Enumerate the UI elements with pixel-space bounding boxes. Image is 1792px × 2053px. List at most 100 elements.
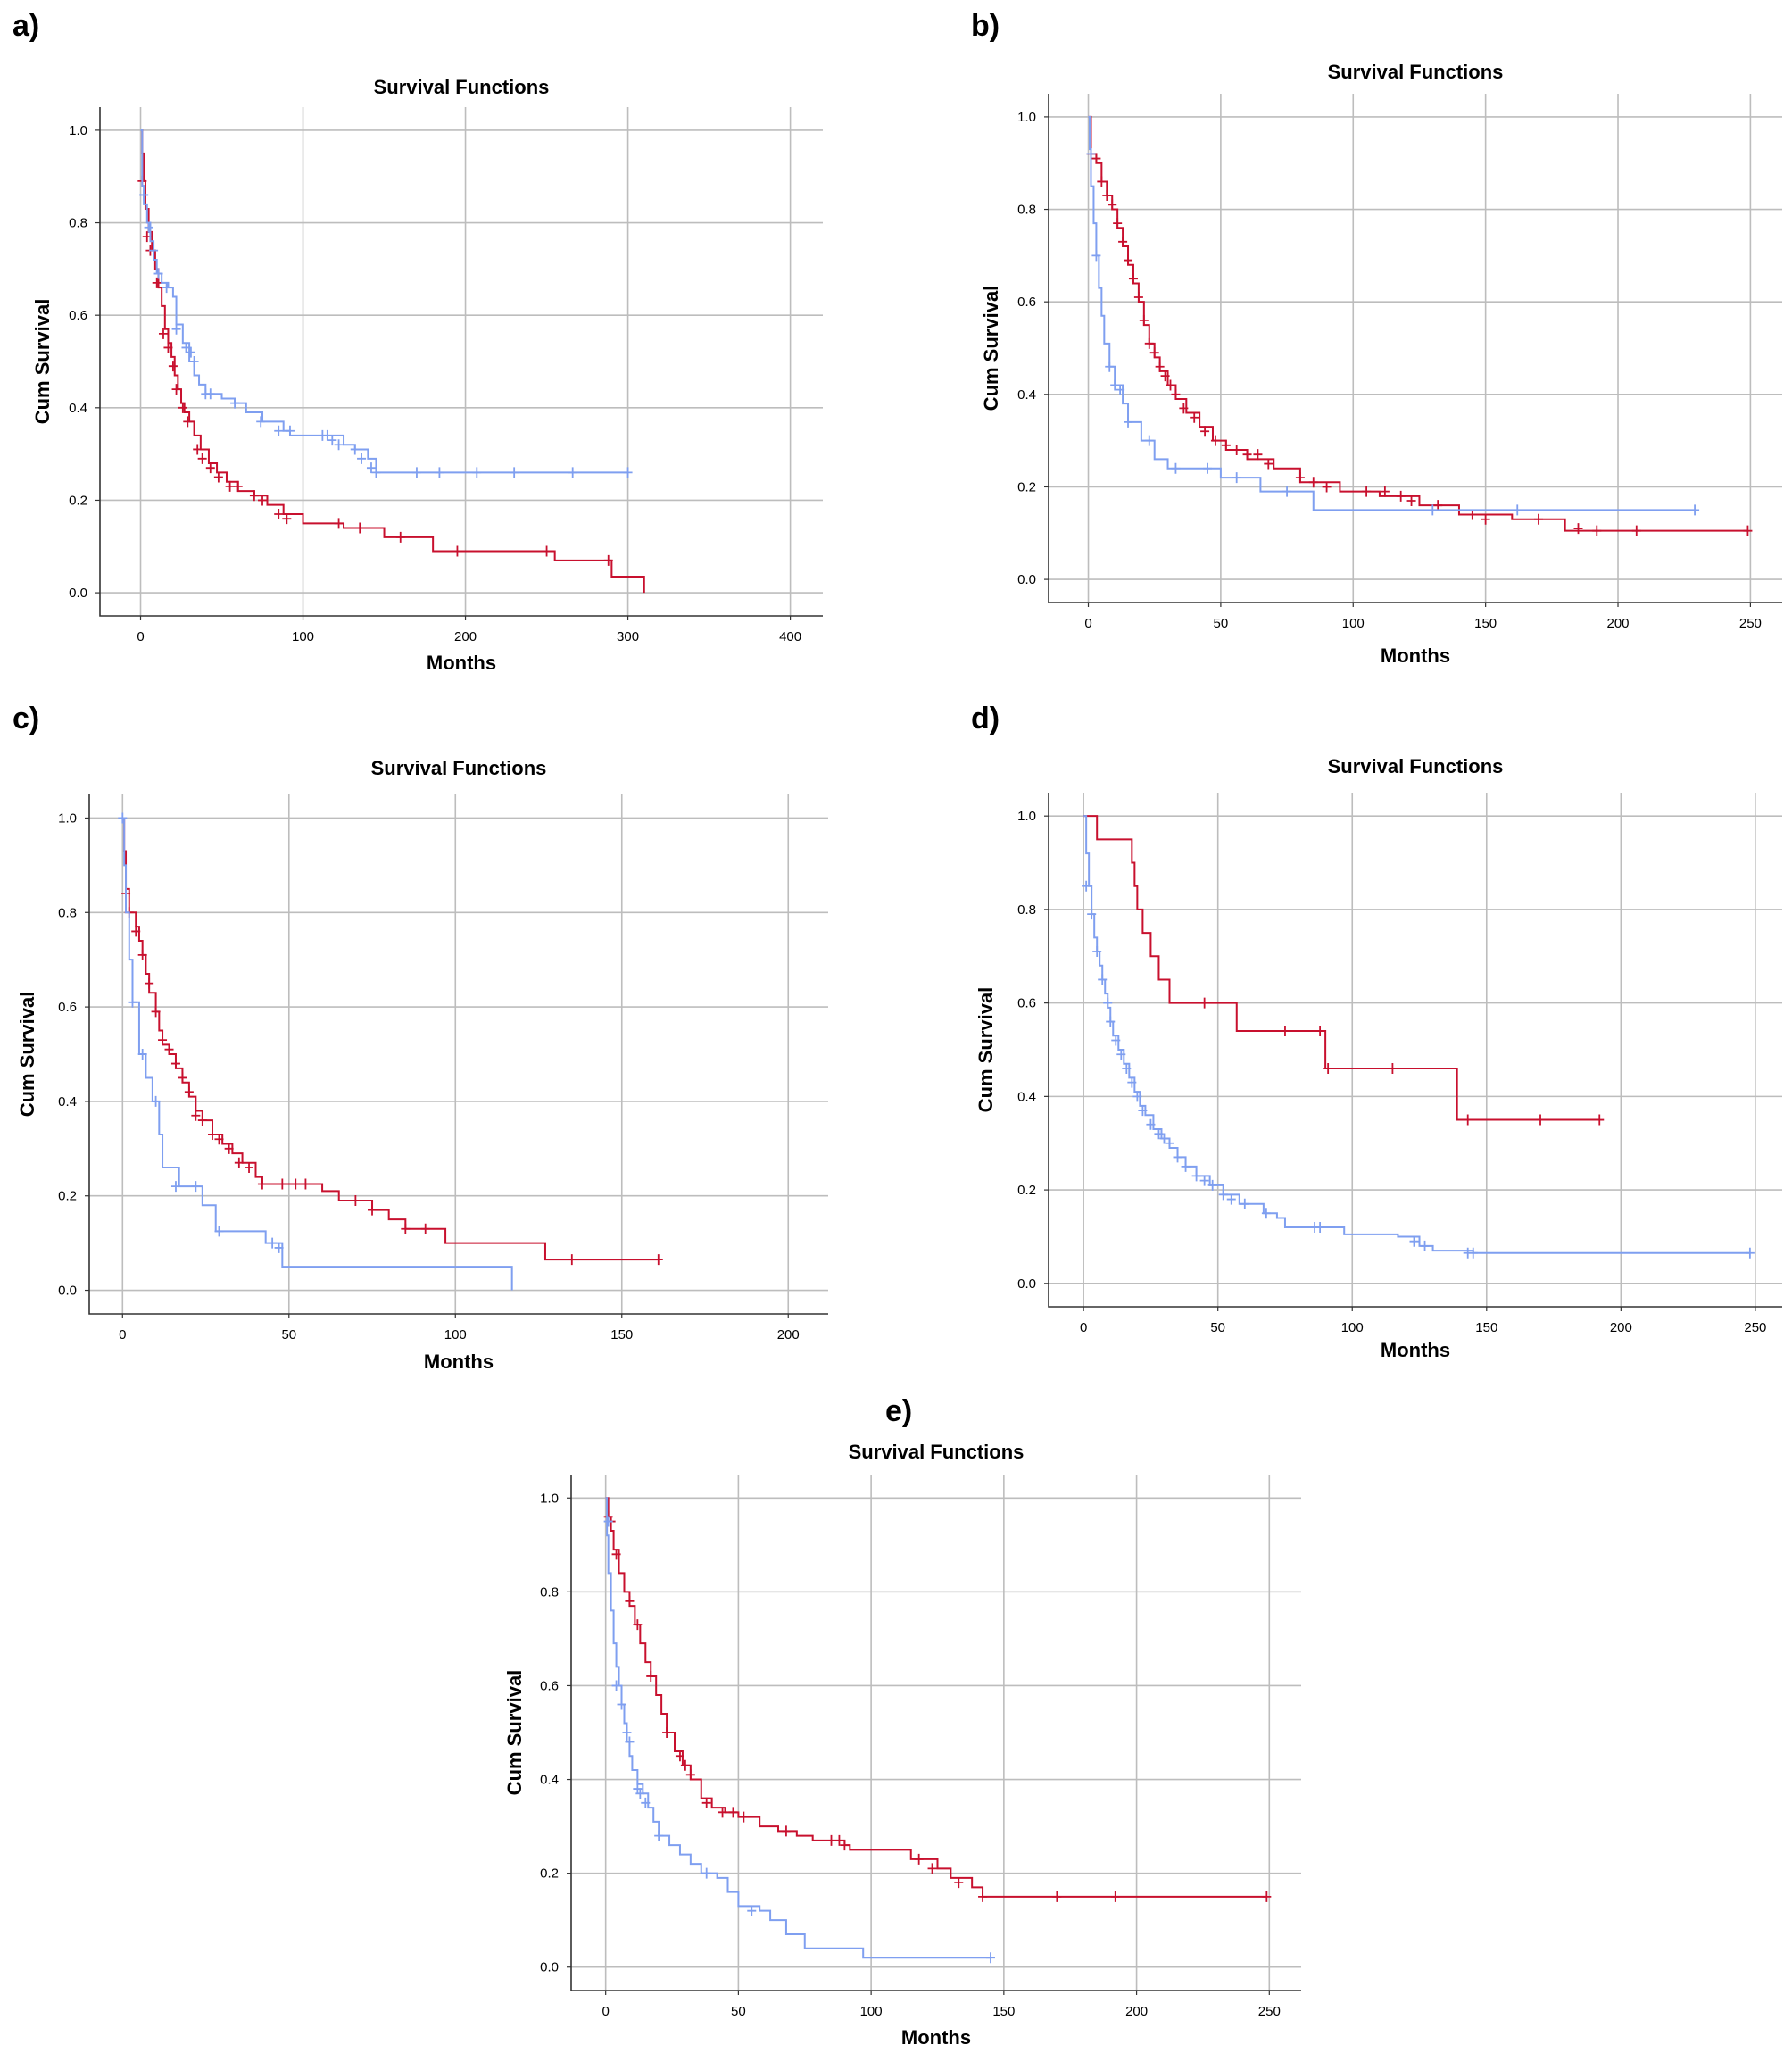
censor-mark-red xyxy=(1110,1891,1120,1902)
y-tick-label: 0.8 xyxy=(1017,902,1036,918)
censor-mark-red xyxy=(1433,500,1443,511)
censor-mark-red xyxy=(145,977,154,989)
y-axis-label: Cum Survival xyxy=(503,1670,526,1796)
censor-mark-blue xyxy=(1105,361,1115,372)
censor-mark-red xyxy=(191,1110,201,1121)
censor-mark-red xyxy=(718,1807,727,1818)
y-tick-label: 0.0 xyxy=(1017,572,1036,587)
censor-mark-blue xyxy=(153,268,163,279)
x-tick-label: 200 xyxy=(777,1327,800,1342)
censor-mark-blue xyxy=(701,1867,711,1879)
x-tick-label: 200 xyxy=(1606,616,1629,631)
y-tick-label: 0.4 xyxy=(58,1094,77,1110)
censor-mark-blue xyxy=(1203,462,1213,474)
censor-mark-blue xyxy=(623,467,633,478)
censor-mark-red xyxy=(137,949,147,960)
censor-mark-red xyxy=(197,453,207,464)
censor-mark-red xyxy=(291,1178,301,1190)
y-tick-label: 0.4 xyxy=(69,401,87,416)
censor-mark-blue xyxy=(285,425,295,436)
censor-mark-blue xyxy=(214,1226,224,1237)
censor-mark-red xyxy=(1128,273,1138,285)
x-tick-label: 0 xyxy=(137,629,144,644)
censor-mark-red xyxy=(225,480,235,492)
censor-mark-red xyxy=(1592,525,1602,536)
censor-mark-red xyxy=(131,926,141,937)
censor-mark-red xyxy=(334,518,344,529)
censor-mark-red xyxy=(1144,337,1154,349)
y-tick-label: 0.8 xyxy=(540,1584,559,1600)
censor-mark-red xyxy=(224,1143,234,1154)
x-tick-label: 150 xyxy=(1474,616,1497,631)
censor-mark-blue xyxy=(1173,1151,1182,1163)
censor-mark-blue xyxy=(472,467,482,478)
y-tick-label: 0.0 xyxy=(1017,1276,1036,1292)
censor-mark-red xyxy=(278,1178,287,1190)
censor-mark-red xyxy=(1481,513,1490,525)
censor-mark-red xyxy=(1171,388,1181,400)
x-tick-label: 0 xyxy=(119,1327,126,1342)
censor-mark-red xyxy=(927,1863,937,1874)
censor-mark-red xyxy=(1166,379,1175,391)
y-tick-label: 1.0 xyxy=(69,123,87,138)
chart-title: Survival Functions xyxy=(1328,61,1504,83)
censor-mark-blue xyxy=(191,1181,201,1193)
chart-title: Survival Functions xyxy=(374,76,550,98)
survival-curve-red xyxy=(122,817,659,1261)
censor-mark-red xyxy=(395,531,405,543)
y-tick-label: 0.6 xyxy=(1017,295,1036,310)
censor-mark-red xyxy=(685,1769,695,1781)
censor-mark-blue xyxy=(1098,974,1108,985)
censor-mark-blue xyxy=(1181,1160,1191,1172)
censor-mark-blue xyxy=(189,356,199,367)
y-tick-label: 0.4 xyxy=(1017,387,1036,403)
censor-mark-red xyxy=(258,495,268,506)
censor-mark-red xyxy=(178,1072,187,1084)
censor-mark-blue xyxy=(181,342,191,353)
survival-curve-blue xyxy=(1083,815,1750,1254)
censor-mark-red xyxy=(675,1750,684,1762)
x-tick-label: 200 xyxy=(1125,2004,1148,2019)
axes-frame xyxy=(570,1475,1301,1991)
censor-mark-blue xyxy=(1165,1137,1174,1149)
censor-mark-blue xyxy=(128,996,137,1008)
axes-frame xyxy=(1048,94,1782,603)
censor-mark-red xyxy=(1295,472,1305,484)
censor-mark-blue xyxy=(357,453,367,464)
x-tick-label: 100 xyxy=(1341,1320,1364,1335)
censor-mark-red xyxy=(1264,458,1273,470)
censor-mark-red xyxy=(1160,370,1170,382)
censor-mark-blue xyxy=(256,416,266,428)
censor-mark-blue xyxy=(334,439,344,451)
x-tick-label: 50 xyxy=(1214,616,1229,631)
censor-mark-red xyxy=(739,1811,749,1823)
censor-mark-blue xyxy=(1315,1221,1325,1233)
censor-mark-red xyxy=(163,342,173,353)
x-tick-label: 250 xyxy=(1739,616,1762,631)
y-axis-label: Cum Survival xyxy=(31,299,54,425)
censor-mark-blue xyxy=(1124,416,1133,428)
censor-mark-red xyxy=(1406,495,1416,506)
censor-mark-blue xyxy=(1240,1198,1249,1209)
censor-mark-red xyxy=(1210,435,1220,446)
censor-mark-red xyxy=(1108,199,1117,211)
censor-mark-blue xyxy=(274,425,284,436)
panel-label-a: a) xyxy=(12,9,40,43)
censor-mark-red xyxy=(567,1254,577,1266)
censor-mark-blue xyxy=(274,1242,284,1253)
y-tick-label: 0.4 xyxy=(1017,1089,1036,1104)
censor-mark-blue xyxy=(1103,997,1113,1009)
censor-mark-blue xyxy=(1127,1076,1137,1088)
censor-mark-red xyxy=(1091,153,1101,164)
censor-mark-blue xyxy=(1191,1170,1201,1182)
censor-mark-red xyxy=(1262,1891,1272,1902)
censor-mark-red xyxy=(1280,1026,1290,1037)
censor-mark-red xyxy=(611,1549,621,1560)
y-tick-label: 1.0 xyxy=(1017,809,1036,824)
censor-mark-red xyxy=(214,1134,224,1145)
censor-mark-blue xyxy=(322,429,332,441)
censor-mark-blue xyxy=(371,467,381,478)
censor-mark-red xyxy=(1631,525,1641,536)
censor-mark-red xyxy=(1133,292,1143,303)
censor-mark-blue xyxy=(1086,148,1096,160)
